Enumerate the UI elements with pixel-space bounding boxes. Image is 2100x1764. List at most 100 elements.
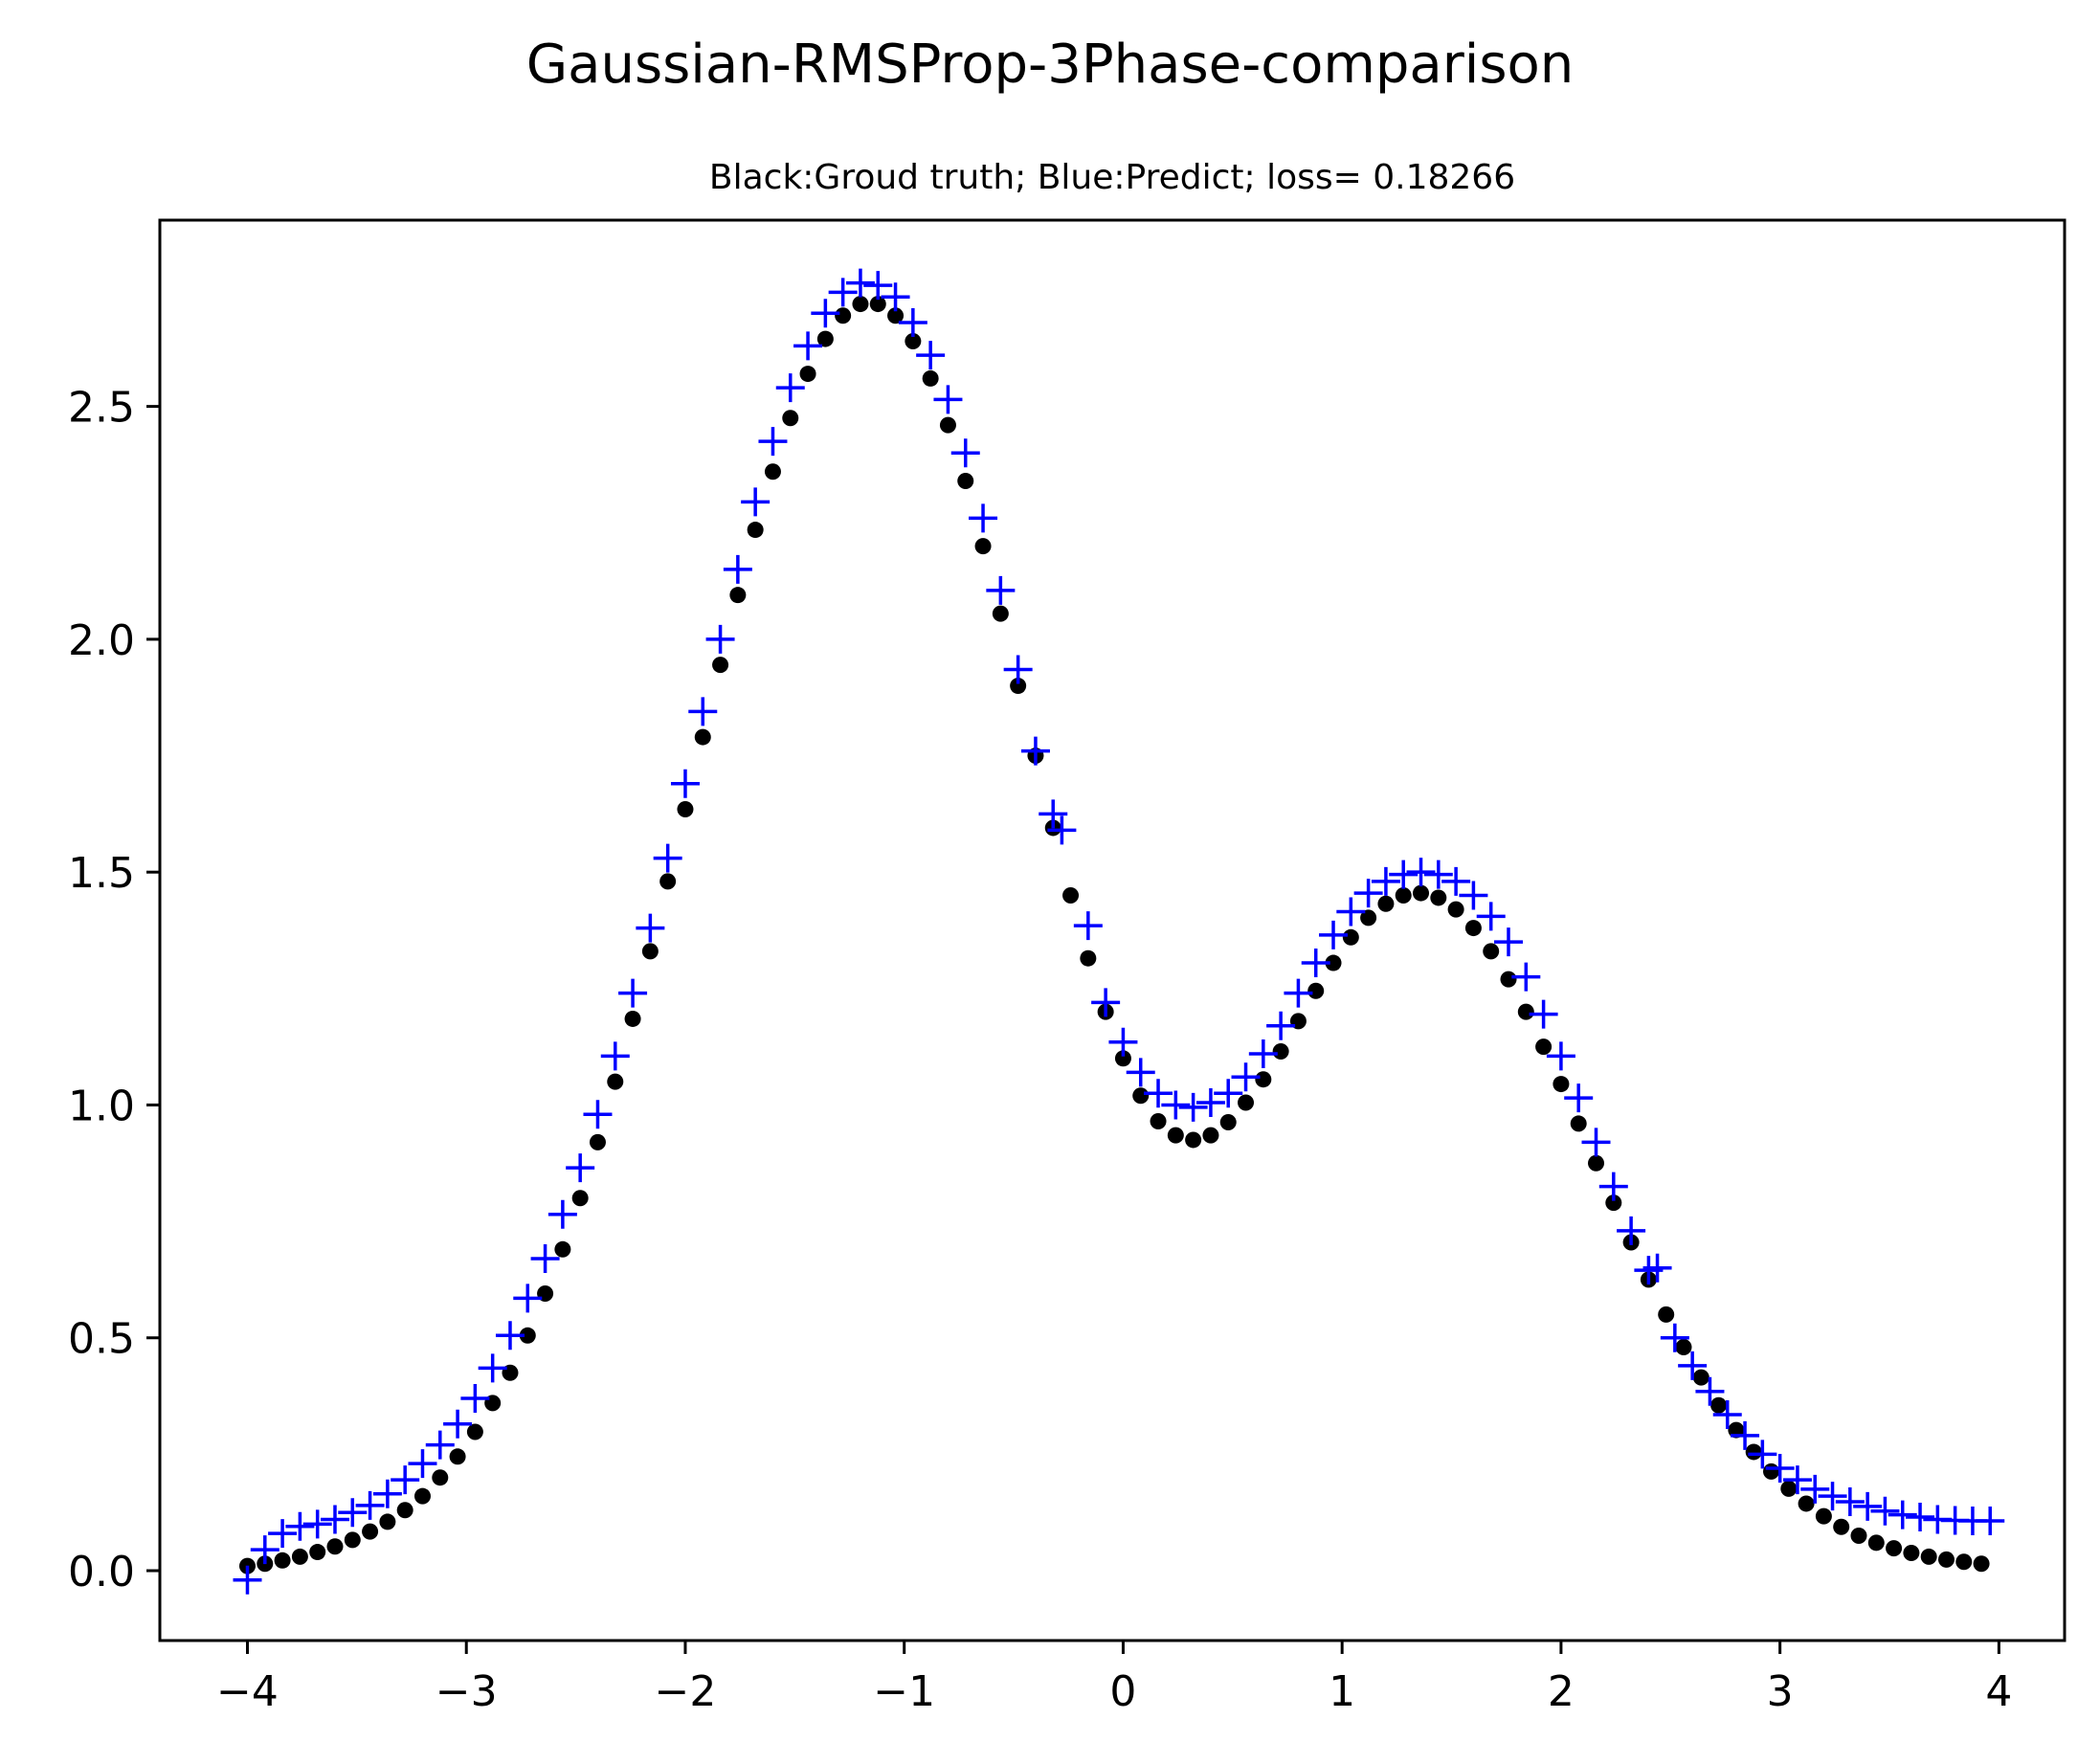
ground-truth-point — [1973, 1555, 1990, 1573]
predict-point — [1284, 978, 1313, 1008]
ground-truth-series — [238, 296, 1990, 1574]
predict-point — [636, 913, 665, 943]
predict-point — [933, 385, 963, 414]
ground-truth-point — [309, 1544, 326, 1561]
axes-frame — [158, 218, 2066, 1642]
ground-truth-point — [1307, 982, 1325, 999]
predict-point — [1853, 1491, 1883, 1521]
predict-point — [1511, 962, 1541, 992]
predict-point — [1126, 1058, 1155, 1087]
predict-point — [845, 268, 875, 298]
ground-truth-point — [1010, 678, 1027, 695]
predict-point — [1546, 1041, 1575, 1071]
ground-truth-point — [1937, 1551, 1955, 1568]
ground-truth-point — [747, 522, 764, 539]
predict-point — [1301, 949, 1330, 978]
ground-truth-point — [677, 800, 694, 817]
ground-truth-point — [869, 296, 886, 313]
predict-point — [881, 282, 910, 312]
ground-truth-point — [1553, 1076, 1570, 1093]
predict-point — [1371, 866, 1400, 896]
ground-truth-point — [922, 369, 939, 387]
ground-truth-point — [1132, 1087, 1150, 1105]
predict-point — [916, 341, 946, 370]
ground-truth-point — [694, 728, 711, 746]
predict-point — [478, 1353, 507, 1383]
x-tick-label: 4 — [1985, 1667, 2012, 1716]
axis-ticks: −4 −3 −2 −1 0 1 2 3 4 0.0 0.5 1.0 1.5 2.0 2.5 — [68, 384, 2012, 1716]
predict-point — [285, 1511, 315, 1541]
ground-truth-point — [729, 587, 747, 604]
predict-point — [460, 1383, 490, 1413]
ground-truth-point — [1745, 1443, 1762, 1461]
predict-point — [583, 1100, 613, 1129]
ground-truth-point — [1342, 928, 1359, 946]
ground-truth-point — [1202, 1127, 1219, 1144]
ground-truth-point — [1535, 1038, 1553, 1056]
ground-truth-point — [957, 472, 974, 489]
ground-truth-point — [1219, 1113, 1237, 1130]
ground-truth-point — [1167, 1127, 1184, 1144]
ground-truth-point — [1447, 901, 1464, 918]
ground-truth-point — [1850, 1528, 1867, 1545]
predict-point — [1389, 860, 1419, 889]
ground-truth-point — [1605, 1195, 1622, 1212]
predict-point — [1564, 1083, 1594, 1113]
x-tick-label: 0 — [1109, 1667, 1136, 1716]
ground-truth-point — [1920, 1548, 1937, 1565]
predict-point — [1441, 866, 1471, 896]
x-tick-label: −1 — [873, 1667, 935, 1716]
predict-point — [1231, 1062, 1261, 1092]
predict-point — [1731, 1420, 1760, 1450]
predict-point — [1494, 927, 1524, 957]
ground-truth-point — [1464, 920, 1482, 937]
ground-truth-point — [1255, 1071, 1272, 1088]
predict-point — [530, 1244, 560, 1274]
ground-truth-point — [432, 1469, 449, 1486]
predict-point — [1476, 902, 1506, 931]
predict-point — [1195, 1088, 1225, 1118]
y-tick-label: 2.0 — [68, 616, 135, 665]
ground-truth-point — [835, 307, 852, 324]
ground-truth-point — [274, 1552, 291, 1569]
ground-truth-point — [624, 1010, 641, 1027]
ground-truth-point — [1185, 1131, 1202, 1149]
ground-truth-point — [1114, 1050, 1131, 1067]
predict-point — [723, 554, 752, 584]
ground-truth-point — [449, 1448, 466, 1465]
ground-truth-point — [379, 1513, 396, 1530]
predict-point — [1818, 1482, 1847, 1511]
ground-truth-point — [1080, 949, 1097, 967]
predict-point — [268, 1519, 298, 1549]
predict-point — [793, 331, 823, 361]
ground-truth-point — [1395, 887, 1412, 904]
ground-truth-point — [589, 1133, 606, 1150]
ground-truth-point — [1692, 1369, 1709, 1386]
ground-truth-point — [1325, 954, 1342, 971]
ground-truth-point — [905, 333, 922, 350]
ground-truth-point — [939, 416, 956, 434]
predict-point — [1598, 1172, 1628, 1201]
ground-truth-point — [1815, 1507, 1832, 1525]
predict-point — [1047, 815, 1077, 845]
predict-point — [320, 1505, 349, 1534]
ground-truth-point — [1360, 909, 1377, 927]
predict-point — [1581, 1128, 1611, 1157]
plot-series — [233, 268, 2005, 1595]
ground-truth-point — [1903, 1545, 1920, 1562]
predict-point — [1073, 911, 1103, 941]
predict-point — [1888, 1500, 1917, 1530]
ground-truth-point — [659, 873, 677, 890]
predict-point — [495, 1321, 525, 1351]
ground-truth-point — [1570, 1115, 1587, 1132]
predict-point — [1144, 1079, 1173, 1108]
predict-point — [1423, 860, 1453, 889]
predict-point — [1529, 999, 1558, 1029]
predict-point — [1712, 1400, 1742, 1430]
ground-truth-point — [1517, 1003, 1534, 1020]
ground-truth-point — [1762, 1463, 1779, 1480]
predict-point — [1642, 1253, 1672, 1283]
y-tick-label: 1.0 — [68, 1082, 135, 1130]
ground-truth-point — [466, 1423, 483, 1440]
